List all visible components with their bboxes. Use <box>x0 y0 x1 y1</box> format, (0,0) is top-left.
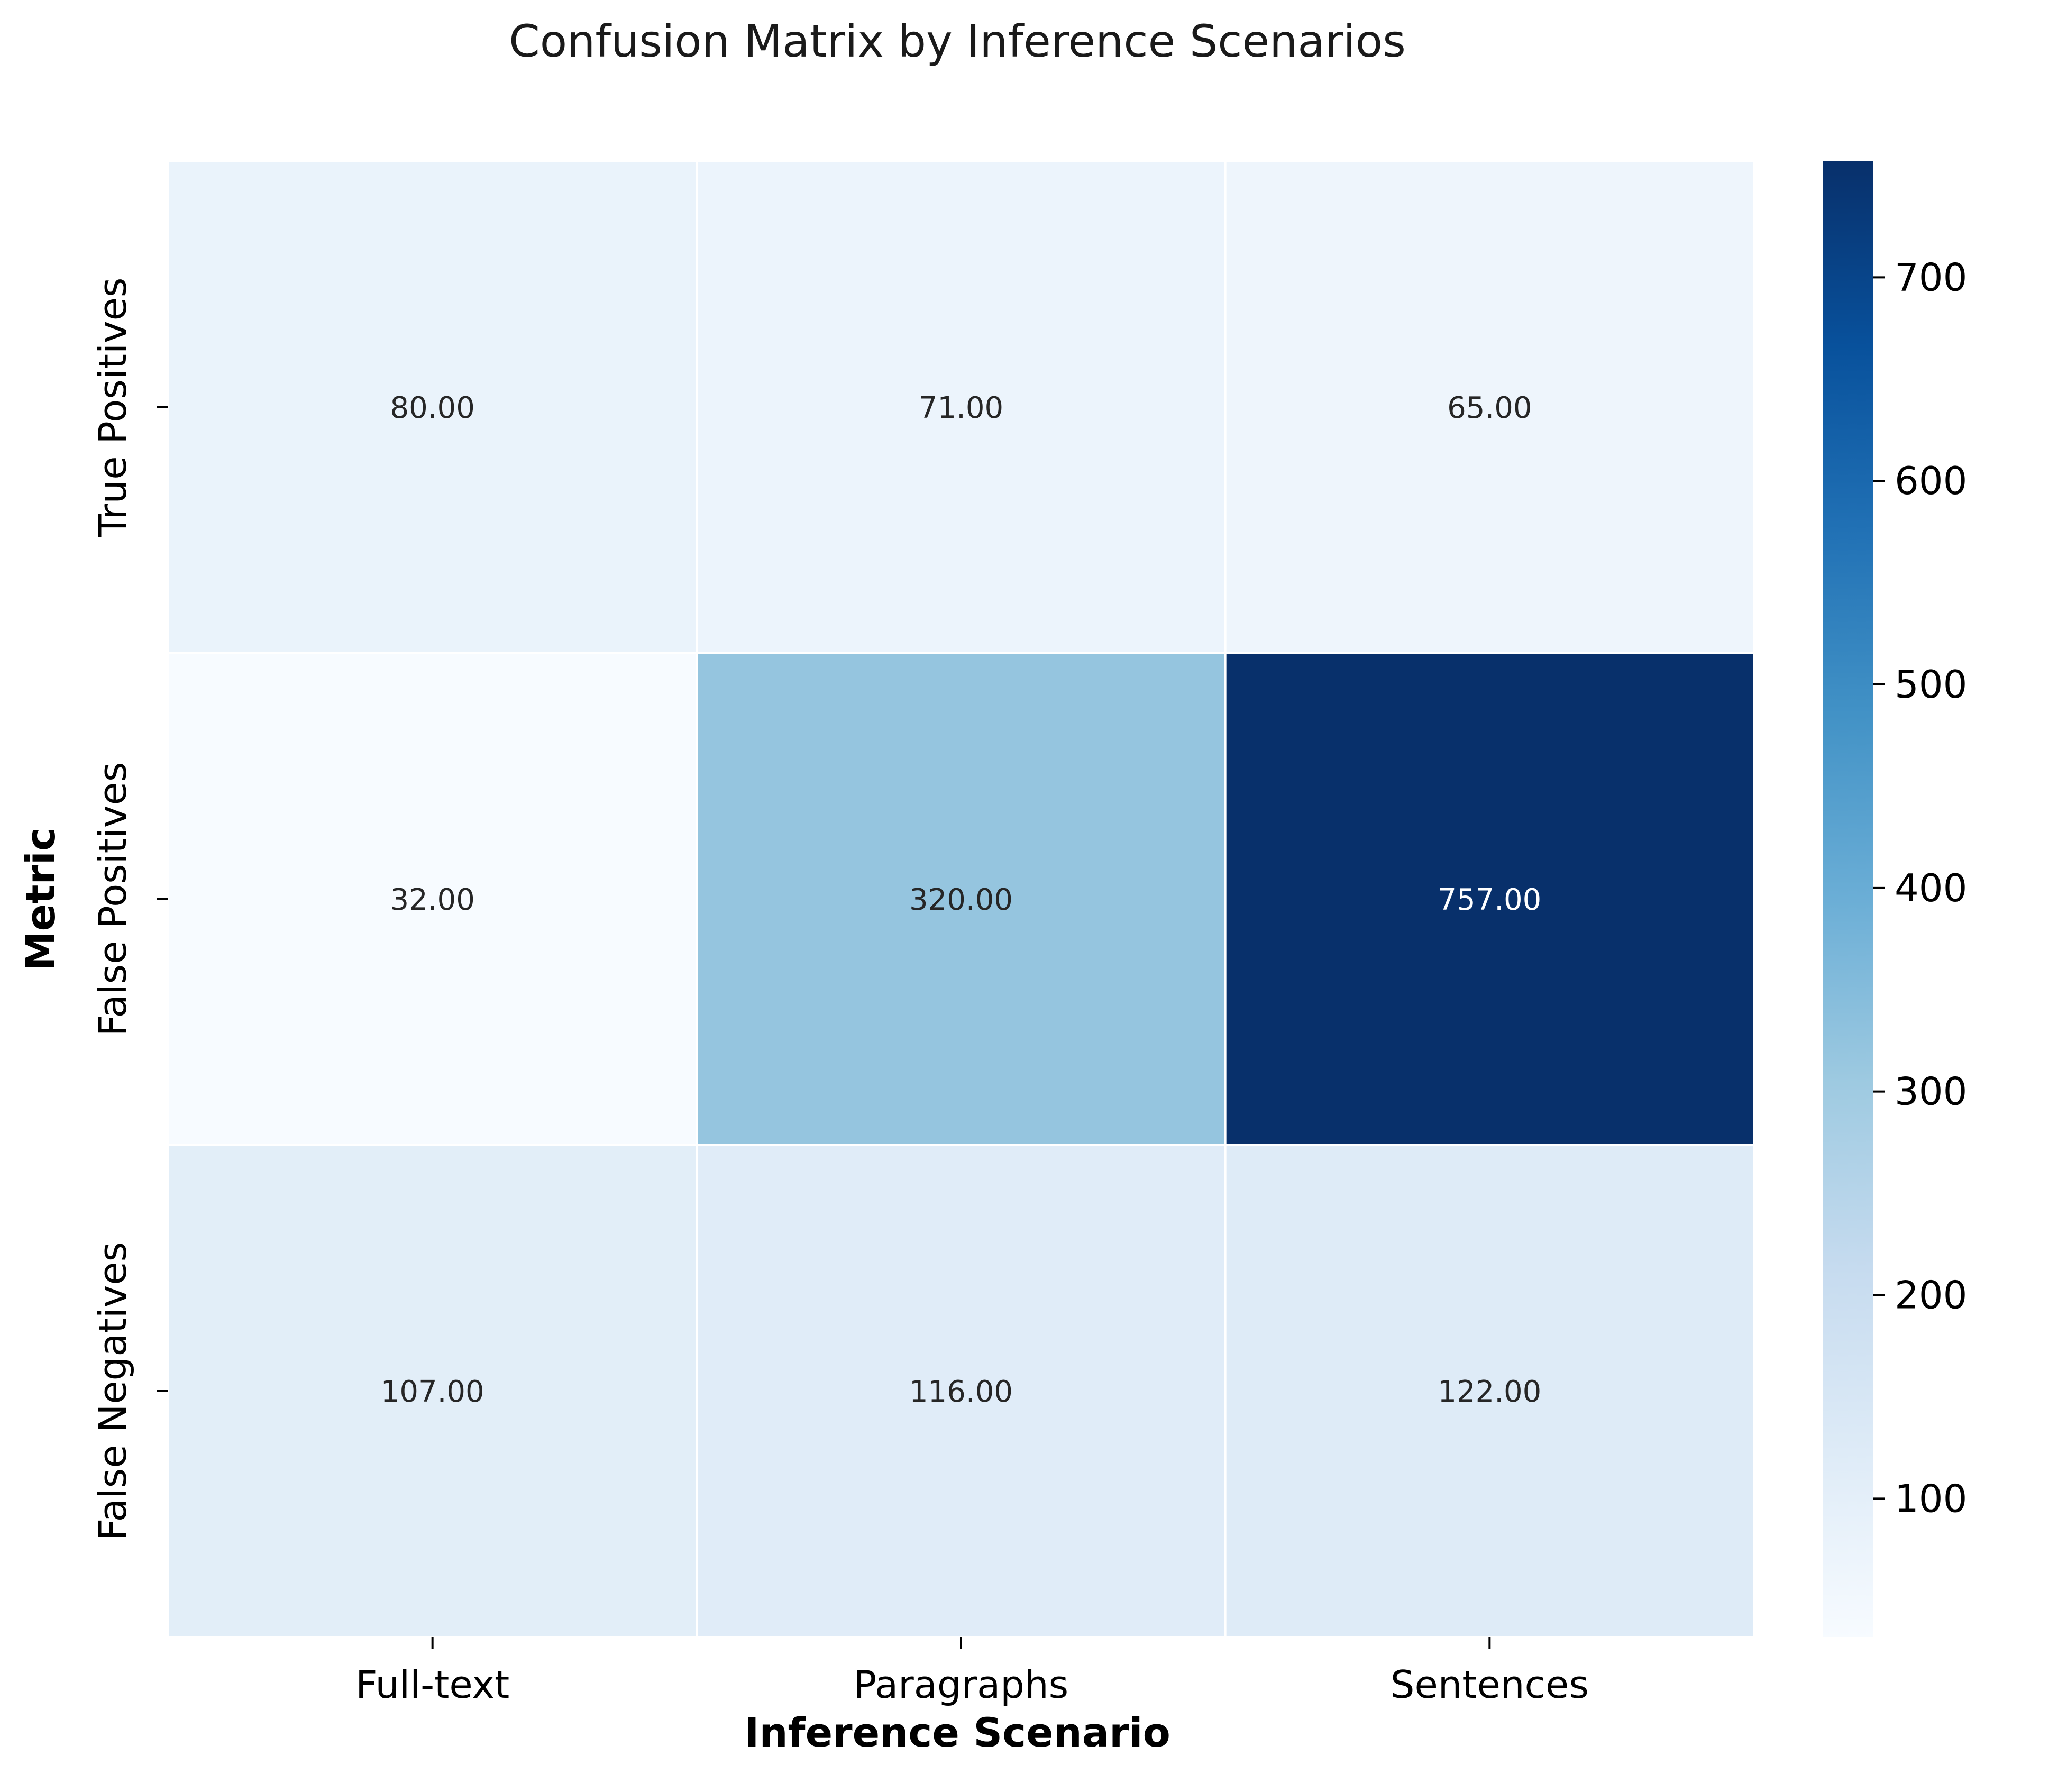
x-axis-label: Inference Scenario <box>744 1709 1170 1756</box>
heatmap-cell <box>696 1144 1227 1638</box>
y-tick-label: False Negatives <box>90 1242 135 1540</box>
heatmap-cell <box>167 160 698 654</box>
heatmap-cell <box>696 652 1227 1146</box>
colorbar-tick-label: 600 <box>1895 459 1967 503</box>
heatmap-cell <box>167 652 698 1146</box>
heatmap-cell <box>1224 652 1755 1146</box>
colorbar-tick-label: 400 <box>1895 866 1967 910</box>
cell-value-label: 107.00 <box>381 1375 484 1409</box>
cell-value-label: 116.00 <box>909 1375 1013 1409</box>
cell-value-labels: 80.00 71.00 65.00 32.00 320.00 757.00 107.00 11… <box>381 391 1542 1409</box>
y-axis-label: Metric <box>17 827 64 971</box>
colorbar-tick-label: 100 <box>1895 1476 1967 1521</box>
cell-value-label: 65.00 <box>1447 391 1532 425</box>
colorbar-tick-label: 200 <box>1895 1273 1967 1317</box>
colorbar-tick-label: 700 <box>1895 255 1967 299</box>
cell-value-label: 757.00 <box>1438 883 1541 917</box>
cell-value-label: 122.00 <box>1438 1375 1541 1409</box>
heatmap-cells <box>167 160 1755 1638</box>
colorbar-tick-label: 500 <box>1895 662 1967 707</box>
colorbar-ticks: 100 200 300 400 500 600 700 <box>1873 255 1967 1521</box>
chart-title: Confusion Matrix by Inference Scenarios <box>509 15 1406 67</box>
colorbar-tick-label: 300 <box>1895 1069 1967 1114</box>
cell-value-label: 320.00 <box>909 883 1013 917</box>
heatmap-cell <box>167 1144 698 1638</box>
x-axis-ticks: Full-text Paragraphs Sentences <box>355 1637 1589 1707</box>
cell-value-label: 71.00 <box>919 391 1003 425</box>
colorbar <box>1823 161 1873 1637</box>
heatmap-cell <box>1224 160 1755 654</box>
x-tick-label: Full-text <box>355 1662 509 1707</box>
y-axis-ticks: True Positives False Positives False Negat… <box>90 278 168 1540</box>
cell-value-label: 80.00 <box>390 391 475 425</box>
cell-value-label: 32.00 <box>390 883 475 917</box>
heatmap-cell <box>696 160 1227 654</box>
y-tick-label: False Positives <box>90 762 135 1037</box>
x-tick-label: Paragraphs <box>854 1662 1068 1707</box>
y-tick-label: True Positives <box>90 278 135 538</box>
x-tick-label: Sentences <box>1391 1662 1589 1707</box>
